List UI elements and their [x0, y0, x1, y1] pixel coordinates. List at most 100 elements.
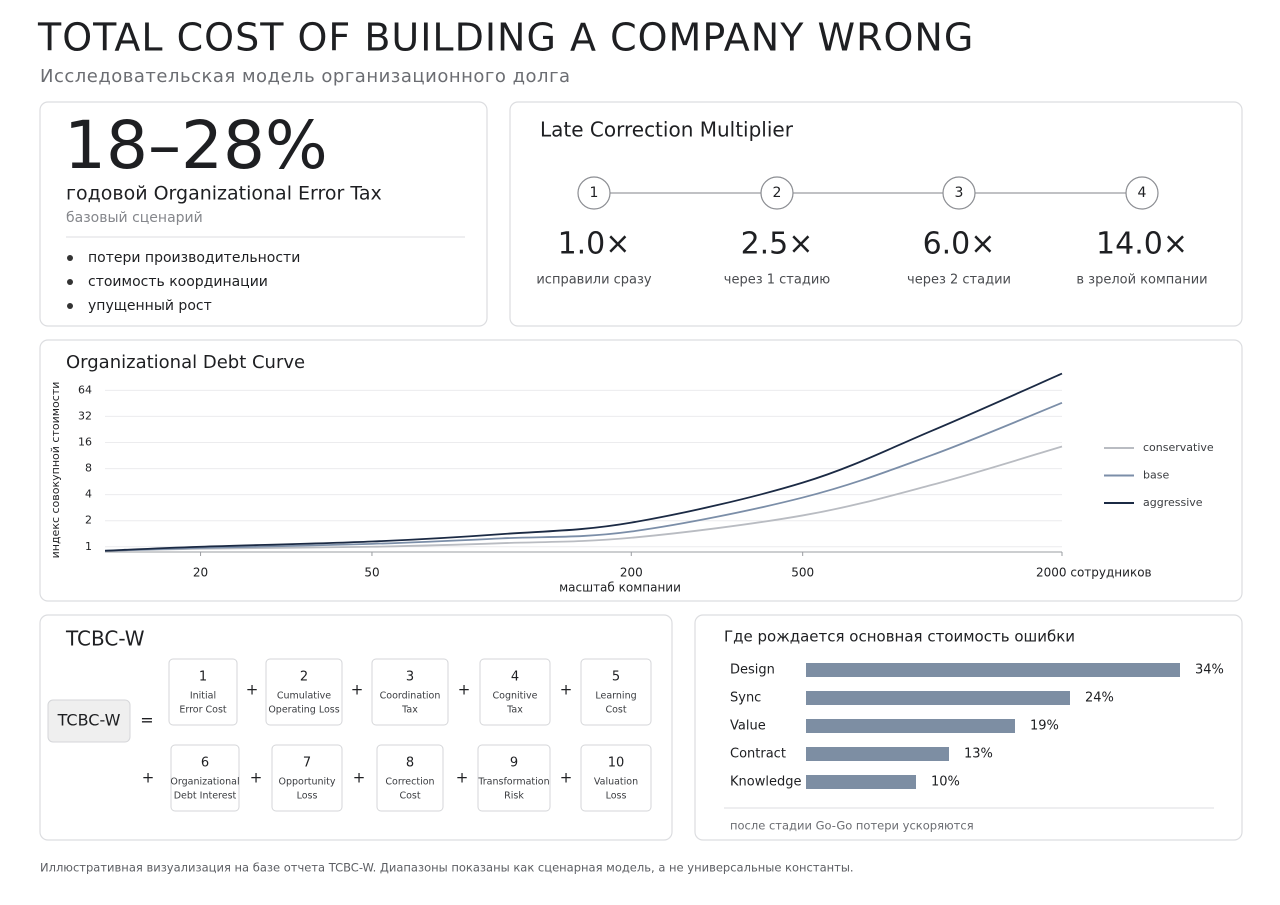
- formula-plus: +: [456, 769, 469, 787]
- step-label: через 1 стадию: [724, 273, 831, 288]
- series-line: [104, 372, 1063, 552]
- step-label: исправили сразу: [536, 273, 652, 288]
- y-tick-label: 2: [85, 514, 92, 527]
- term-number: 6: [201, 756, 209, 771]
- term-box: [580, 658, 652, 726]
- term-number: 4: [511, 670, 519, 685]
- formula-plus: +: [560, 681, 573, 699]
- term-box: [580, 744, 652, 812]
- term-label: Cognitive: [493, 691, 538, 702]
- term-number: 10: [608, 756, 625, 771]
- term-label: Error Cost: [179, 705, 227, 716]
- term-label: Cumulative: [277, 691, 331, 702]
- step-circle: [1125, 176, 1159, 210]
- term-label: Loss: [606, 791, 627, 802]
- multiplier-panel: [509, 101, 1243, 327]
- term-label: Initial: [190, 691, 216, 702]
- bullet-dot: [67, 303, 73, 309]
- y-tick-label: 64: [78, 383, 92, 396]
- legend-label: aggressive: [1143, 496, 1203, 509]
- bullet-text: потери производительности: [88, 250, 300, 266]
- term-label: Tax: [506, 705, 523, 716]
- step-label: в зрелой компании: [1076, 273, 1207, 288]
- formula-plus: +: [142, 769, 155, 787]
- kpi-panel: [39, 101, 488, 327]
- category-label: Value: [730, 719, 766, 734]
- term-label: Loss: [297, 791, 318, 802]
- x-tick-label: 20: [193, 566, 208, 580]
- chart-title: Где рождается основная стоимость ошибки: [724, 628, 1075, 646]
- bar: [806, 719, 1015, 733]
- y-tick-label: 4: [85, 488, 92, 501]
- step-value: 2.5×: [741, 227, 814, 262]
- series-line: [104, 401, 1063, 552]
- formula-title: TCBC-W: [65, 627, 145, 651]
- formula-plus: +: [353, 769, 366, 787]
- term-number: 7: [303, 756, 311, 771]
- term-box: [371, 658, 449, 726]
- value-label: 19%: [1030, 719, 1059, 734]
- term-label: Valuation: [594, 777, 638, 788]
- kpi-value: 18–28%: [64, 107, 328, 184]
- formula-plus: +: [351, 681, 364, 699]
- term-label: Opportunity: [278, 777, 335, 788]
- term-label: Organizational: [170, 777, 239, 788]
- footer: Иллюстративная визуализация на базе отче…: [40, 861, 854, 875]
- y-tick-label: 32: [78, 409, 92, 422]
- page-title: TOTAL COST OF BUILDING A COMPANY WRONG: [37, 16, 974, 60]
- value-label: 24%: [1085, 691, 1114, 706]
- term-box: [170, 744, 240, 812]
- bullet-text: упущенный рост: [88, 298, 212, 314]
- term-label: Correction: [385, 777, 434, 788]
- term-box: [376, 744, 444, 812]
- term-number: 3: [406, 670, 414, 685]
- legend-label: base: [1143, 469, 1169, 482]
- multiplier-title: Late Correction Multiplier: [540, 118, 794, 142]
- legend-label: conservative: [1143, 441, 1214, 454]
- bar: [806, 663, 1180, 677]
- bullet-dot: [67, 255, 73, 261]
- bullet-dot: [67, 279, 73, 285]
- term-box: [271, 744, 343, 812]
- bullet-text: стоимость координации: [88, 274, 268, 290]
- x-tick-label: 500: [791, 566, 814, 580]
- step-number: 4: [1138, 185, 1147, 201]
- step-label: через 2 стадии: [907, 273, 1011, 288]
- y-tick-label: 16: [78, 435, 92, 448]
- formula-plus: +: [458, 681, 471, 699]
- term-label: Tax: [401, 705, 418, 716]
- term-label: Risk: [504, 791, 524, 802]
- formula-lhs-box: [47, 699, 131, 743]
- bar: [806, 775, 916, 789]
- term-number: 1: [199, 670, 207, 685]
- term-label: Debt Interest: [174, 791, 237, 802]
- term-box: [265, 658, 343, 726]
- kpi-note: базовый сценарий: [66, 210, 203, 226]
- category-label: Knowledge: [730, 775, 801, 790]
- step-value: 14.0×: [1096, 227, 1188, 262]
- value-label: 34%: [1195, 663, 1224, 678]
- step-number: 2: [773, 185, 782, 201]
- step-circle: [942, 176, 976, 210]
- step-circle: [577, 176, 611, 210]
- y-tick-label: 1: [85, 540, 92, 553]
- category-label: Design: [730, 663, 775, 678]
- term-label: Cost: [605, 705, 626, 716]
- formula-lhs: TCBC-W: [57, 711, 121, 730]
- x-tick-label: 50: [364, 566, 379, 580]
- term-label: Cost: [399, 791, 420, 802]
- curve-panel: [39, 339, 1243, 602]
- step-circle: [760, 176, 794, 210]
- bar: [806, 747, 949, 761]
- category-label: Sync: [730, 691, 761, 706]
- term-label: Operating Loss: [268, 705, 339, 716]
- y-tick-label: 8: [85, 462, 92, 475]
- chart-title: Organizational Debt Curve: [66, 352, 305, 373]
- value-label: 13%: [964, 747, 993, 762]
- formula-plus: +: [250, 769, 263, 787]
- x-tick-label: 2000 сотрудников: [1036, 566, 1152, 580]
- step-number: 1: [590, 185, 599, 201]
- term-box: [479, 658, 551, 726]
- formula-equals: =: [140, 711, 153, 730]
- term-number: 9: [510, 756, 518, 771]
